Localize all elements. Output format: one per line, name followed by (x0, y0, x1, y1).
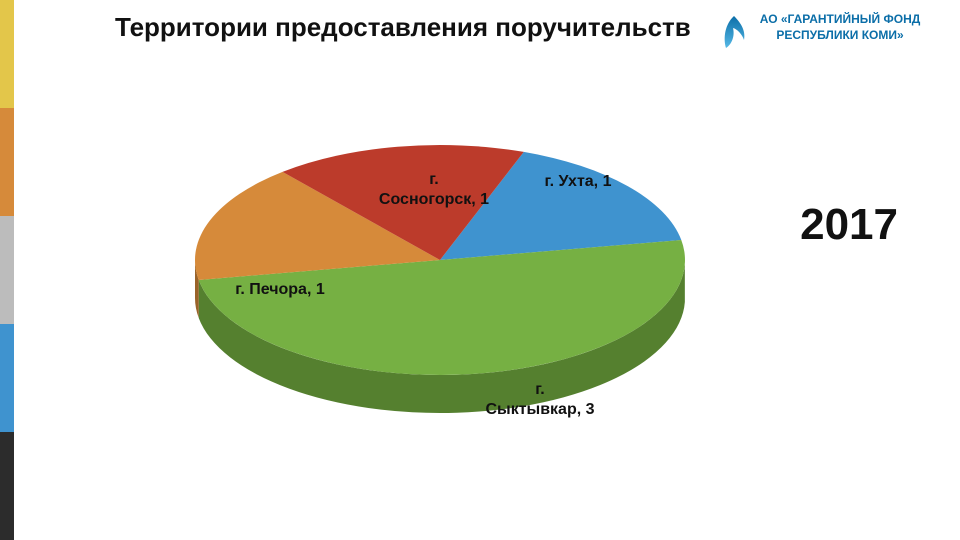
slice-label: г. Ухта, 1 (518, 172, 638, 192)
org-name: АО «ГАРАНТИЙНЫЙ ФОНД РЕСПУБЛИКИ КОМИ» (750, 12, 930, 43)
org-logo (720, 10, 750, 52)
year-label: 2017 (800, 200, 898, 250)
accent-stripe (0, 432, 14, 540)
org-line2: РЕСПУБЛИКИ КОМИ» (776, 28, 903, 42)
accent-stripe (0, 324, 14, 432)
accent-stripe (0, 108, 14, 216)
accent-sidebar (0, 0, 14, 540)
accent-stripe (0, 0, 14, 108)
slice-label: г.Сыктывкар, 3 (480, 380, 600, 420)
slice-label: г.Сосногорск, 1 (374, 170, 494, 210)
accent-stripe (0, 216, 14, 324)
page-title: Территории предоставления поручительств (115, 12, 691, 43)
slice-label: г. Печора, 1 (220, 280, 340, 300)
org-line1: АО «ГАРАНТИЙНЫЙ ФОНД (760, 12, 921, 26)
pie-chart: г. Ухта, 1 г.Сыктывкар, 3 г. Печора, 1 г.Со… (160, 90, 720, 470)
